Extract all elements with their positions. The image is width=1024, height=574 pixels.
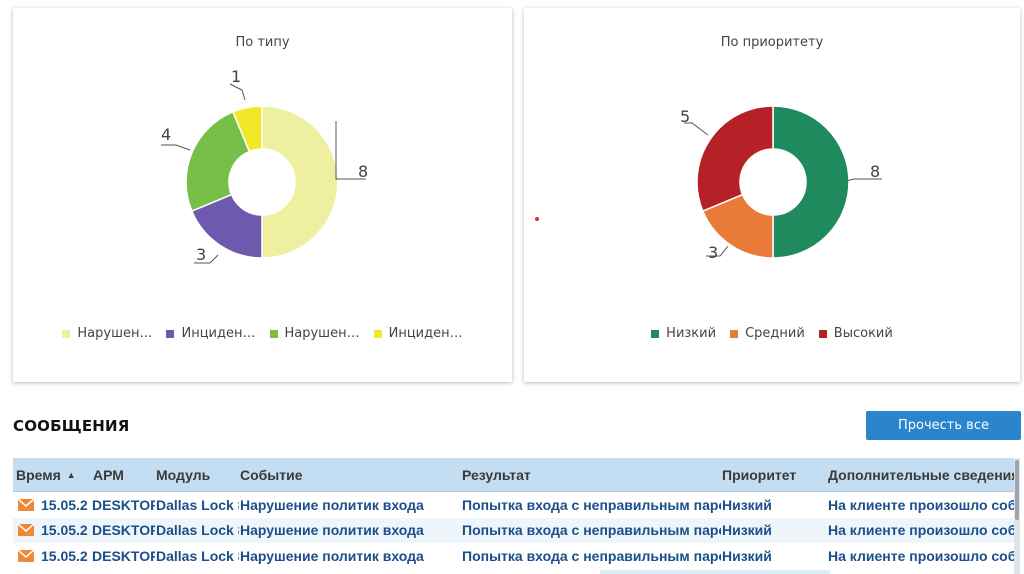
donut-chart-by-priority: 8 3 5 (680, 105, 882, 262)
section-title-messages: СООБЩЕНИЯ (13, 417, 130, 435)
cell-result: Попытка входа с неправильным паро (462, 548, 721, 564)
leader-line (161, 144, 191, 151)
legend-label: Средний (745, 326, 805, 341)
legend-swatch (62, 329, 71, 338)
data-label-slice: 1 (231, 67, 241, 86)
data-label-slice: 3 (196, 245, 206, 264)
data-label-slice: 4 (161, 125, 171, 144)
cell-event: Нарушение политик входа (240, 522, 424, 538)
cell-details: На клиенте произошло соби (828, 522, 1015, 538)
cell-result: Попытка входа с неправильным паро (462, 522, 721, 538)
cell-module: Dallas Lock 8 (156, 548, 239, 564)
chart-legend: Нарушен… Инциден… Нарушен… Инциден… (13, 326, 512, 341)
cell-priority: Низкий (722, 522, 772, 538)
donut-slices (696, 105, 850, 259)
data-label-slice: 5 (680, 107, 690, 126)
data-label-slice: 8 (870, 162, 880, 181)
legend-item[interactable]: Нарушен… (62, 326, 152, 341)
legend-label: Высокий (833, 326, 893, 341)
cell-arm: DESKTOP (92, 497, 155, 513)
leader-line (229, 83, 246, 101)
legend-item[interactable]: Высокий (818, 326, 893, 341)
cell-event: Нарушение политик входа (240, 497, 424, 513)
legend-label: Нарушен… (77, 326, 153, 341)
legend-item[interactable]: Низкий (651, 326, 716, 341)
legend-label: Нарушен… (284, 326, 360, 341)
column-header-module[interactable]: Модуль (156, 467, 211, 483)
column-header-priority[interactable]: Приоритет (722, 467, 797, 483)
cell-priority: Низкий (722, 497, 772, 513)
leader-line (194, 254, 219, 264)
cell-time: 15.05.2 (41, 548, 88, 564)
status-dot (535, 217, 539, 221)
column-header-result[interactable]: Результат (462, 467, 531, 483)
scrollbar-thumb[interactable] (1015, 460, 1019, 520)
cell-arm: DESKTOP (92, 522, 155, 538)
legend-swatch (166, 329, 175, 338)
messages-table: Время ▲ АРМ Модуль Событие Результат Прио… (13, 458, 1015, 574)
legend-swatch (818, 329, 827, 338)
chart-panel-by-type: По типу 8 3 4 1 Нарушен… Инциден… Наруше… (13, 8, 512, 382)
cell-priority: Низкий (722, 548, 772, 564)
legend-swatch (651, 329, 660, 338)
leader-line (845, 178, 882, 182)
donut-slice[interactable] (185, 110, 251, 213)
cell-time: 15.05.2 (41, 522, 88, 538)
leader-line (335, 121, 366, 180)
read-all-button[interactable]: Прочесть все (866, 411, 1021, 440)
leader-line (684, 122, 709, 136)
column-header-event[interactable]: Событие (240, 467, 303, 483)
leader-line (706, 245, 729, 257)
donut-slice[interactable] (231, 105, 263, 153)
donut-chart-by-type: 8 3 4 1 (161, 67, 368, 264)
legend-item[interactable]: Инциден… (166, 326, 256, 341)
legend-label: Инциден… (388, 326, 463, 341)
legend-label: Низкий (666, 326, 717, 341)
envelope-icon (18, 499, 34, 511)
data-label-slice: 3 (708, 243, 718, 262)
cell-arm: DESKTOP (92, 548, 155, 564)
column-header-arm[interactable]: АРМ (93, 467, 124, 483)
envelope-icon (18, 524, 34, 536)
table-row[interactable]: 15.05.2 DESKTOP Dallas Lock 8 Нарушение … (13, 493, 1015, 518)
cell-module: Dallas Lock 8 (156, 522, 239, 538)
table-header: Время ▲ АРМ Модуль Событие Результат Прио… (13, 458, 1015, 492)
cell-module: Dallas Lock 8 (156, 497, 239, 513)
cell-details: На клиенте произошло соби (828, 548, 1015, 564)
cell-time: 15.05.2 (41, 497, 88, 513)
chart-title: По приоритету (720, 35, 824, 50)
envelope-icon (18, 550, 34, 562)
legend-item[interactable]: Нарушен… (269, 326, 360, 341)
cell-event: Нарушение политик входа (240, 548, 424, 564)
chart-legend: Низкий Средний Высокий (524, 326, 1020, 341)
chart-panel-by-priority: По приоритету 8 3 5 Низкий Средний Высок… (524, 8, 1020, 382)
cell-result: Попытка входа с неправильным паро (462, 497, 721, 513)
data-label-slice: 8 (358, 162, 368, 181)
legend-swatch (269, 329, 278, 338)
panel-edge (600, 570, 830, 574)
donut-slice[interactable] (261, 105, 339, 259)
donut-slice[interactable] (772, 105, 850, 259)
table-row[interactable]: 15.05.2 DESKTOP Dallas Lock 8 Нарушение … (13, 544, 1015, 569)
legend-label: Инциден… (181, 326, 256, 341)
donut-slice[interactable] (696, 105, 774, 213)
legend-item[interactable]: Средний (730, 326, 805, 341)
legend-swatch (730, 329, 739, 338)
column-header-time[interactable]: Время ▲ (16, 467, 76, 483)
table-row[interactable]: 15.05.2 DESKTOP Dallas Lock 8 Нарушение … (13, 518, 1015, 543)
cell-details: На клиенте произошло соби (828, 497, 1015, 513)
chart-title: По типу (235, 35, 290, 50)
legend-item[interactable]: Инциден… (373, 326, 463, 341)
sort-ascending-icon[interactable]: ▲ (66, 470, 76, 480)
column-header-details[interactable]: Дополнительные сведения (828, 467, 1015, 483)
donut-slices (185, 105, 339, 259)
legend-swatch (373, 329, 382, 338)
